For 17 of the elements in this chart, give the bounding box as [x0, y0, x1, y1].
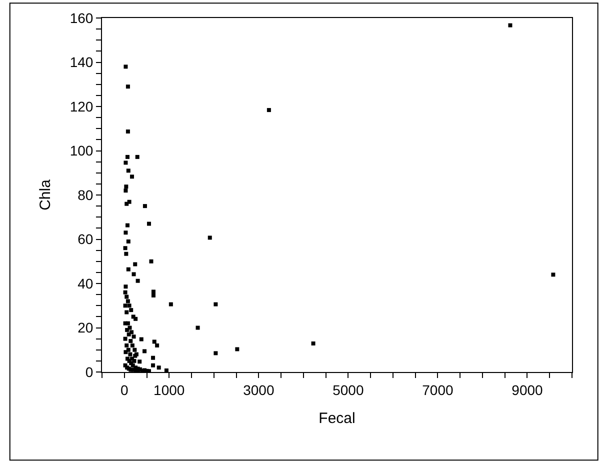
x-tick-label: 3000 [243, 382, 274, 398]
y-tick-label: 160 [70, 10, 94, 26]
x-tick-label: 1000 [154, 382, 185, 398]
y-tick-label: 60 [78, 231, 94, 248]
y-axis-title: Chla [37, 178, 54, 210]
x-tick-label: 7000 [422, 382, 454, 398]
x-axis-title: Fecal [318, 410, 356, 427]
y-tick-label: 80 [78, 186, 94, 203]
y-tick-label: 100 [70, 142, 94, 159]
x-tick-label: 5000 [332, 382, 364, 398]
x-tick-label: 9000 [512, 382, 544, 398]
y-tick-label: 120 [70, 98, 94, 114]
y-tick-label: 140 [70, 54, 94, 70]
y-tick-label: 20 [78, 320, 94, 336]
y-tick-label: 0 [85, 364, 94, 380]
y-tick-label: 40 [78, 275, 94, 292]
x-tick-label: 0 [120, 382, 128, 398]
